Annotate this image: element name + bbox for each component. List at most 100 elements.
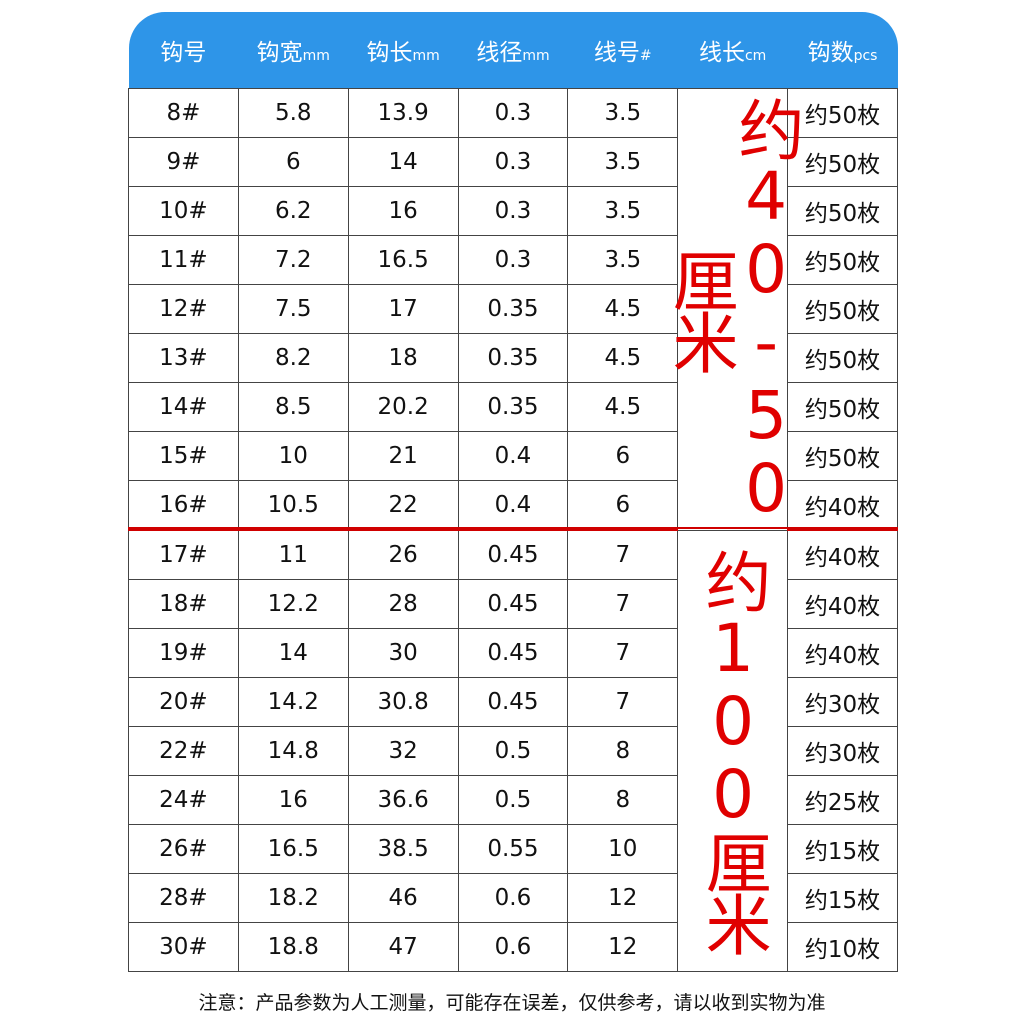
- line-diameter-cell: 0.45: [457, 579, 569, 629]
- table-header: 钩号 钩宽mm 钩长mm 线径mm 线号# 线长cm 钩数pcs: [128, 12, 898, 89]
- column-header: 钩数pcs: [787, 12, 898, 89]
- column-header-label: 钩宽: [256, 40, 303, 66]
- table-row: 15# 10 21 0.4 6 约50枚: [128, 431, 898, 481]
- line-number-cell: 4.5: [567, 333, 679, 383]
- hook-number-cell: 15#: [128, 431, 239, 481]
- hook-length-cell: 30.8: [347, 677, 459, 727]
- line-diameter-cell: 0.3: [457, 186, 569, 236]
- hook-length-cell: 47: [347, 922, 459, 972]
- table-row: 17# 11 26 0.45 7 约100厘米 约40枚: [128, 529, 898, 972]
- hook-length-cell: 18: [347, 333, 459, 383]
- table-row: 18# 12.2 28 0.45 7 约40枚: [128, 579, 898, 629]
- line-number-cell: 7: [567, 529, 679, 580]
- line-diameter-cell: 0.35: [457, 382, 569, 432]
- hook-width-cell: 14: [237, 628, 349, 678]
- line-diameter-cell: 0.55: [457, 824, 569, 874]
- hook-count-cell: 约40枚: [787, 628, 898, 678]
- hook-number-cell: 30#: [128, 922, 239, 972]
- hook-number-cell: 8#: [128, 88, 239, 138]
- hook-length-cell: 20.2: [347, 382, 459, 432]
- hook-width-cell: 10.5: [237, 480, 349, 531]
- line-diameter-cell: 0.6: [457, 873, 569, 923]
- hook-count-cell: 约15枚: [787, 824, 898, 874]
- hook-width-cell: 5.8: [237, 88, 349, 138]
- hook-number-cell: 12#: [128, 284, 239, 334]
- column-header-label: 钩长: [366, 40, 413, 66]
- column-header-unit: mm: [412, 48, 440, 64]
- column-header: 钩宽mm: [238, 12, 349, 89]
- spec-table-container: 钩号 钩宽mm 钩长mm 线径mm 线号# 线长cm 钩数pcs 8# 5.8 13.9 0.3 3…: [128, 12, 898, 972]
- line-number-cell: 8: [567, 775, 679, 825]
- line-diameter-cell: 0.35: [457, 333, 569, 383]
- disclaimer-note: 注意：产品参数为人工测量，可能存在误差，仅供参考，请以收到实物为准: [198, 992, 826, 1014]
- table-row: 26# 16.5 38.5 0.55 10 约15枚: [128, 824, 898, 874]
- hook-width-cell: 14.2: [237, 677, 349, 727]
- table-row: 16# 10.5 22 0.4 6 约40枚: [128, 480, 898, 531]
- line-diameter-cell: 0.45: [457, 677, 569, 727]
- column-header-unit: pcs: [853, 48, 878, 64]
- hook-width-cell: 8.5: [237, 382, 349, 432]
- line-number-cell: 4.5: [567, 382, 679, 432]
- table-row: 19# 14 30 0.45 7 约40枚: [128, 628, 898, 678]
- hook-number-cell: 17#: [128, 529, 239, 580]
- line-diameter-cell: 0.4: [457, 480, 569, 531]
- hook-count-cell: 约15枚: [787, 873, 898, 923]
- line-diameter-cell: 0.45: [457, 628, 569, 678]
- line-number-cell: 7: [567, 579, 679, 629]
- column-header: 线长cm: [677, 12, 788, 89]
- hook-number-cell: 20#: [128, 677, 239, 727]
- hook-width-cell: 6: [237, 137, 349, 187]
- hook-width-cell: 14.8: [237, 726, 349, 776]
- line-number-cell: 6: [567, 431, 679, 481]
- line-diameter-cell: 0.35: [457, 284, 569, 334]
- hook-length-cell: 16: [347, 186, 459, 236]
- table-row: 28# 18.2 46 0.6 12 约15枚: [128, 873, 898, 923]
- column-header: 线号#: [567, 12, 678, 89]
- column-header: 线径mm: [458, 12, 568, 89]
- column-header-label: 线号: [593, 40, 640, 66]
- hook-number-cell: 11#: [128, 235, 239, 285]
- hook-width-cell: 11: [237, 529, 349, 580]
- hook-number-cell: 19#: [128, 628, 239, 678]
- hook-number-cell: 10#: [128, 186, 239, 236]
- column-header-label: 线长: [698, 40, 745, 66]
- table-row: 22# 14.8 32 0.5 8 约30枚: [128, 726, 898, 776]
- hook-length-cell: 28: [347, 579, 459, 629]
- hook-length-cell: 21: [347, 431, 459, 481]
- table-row: 30# 18.8 47 0.6 12 约10枚: [128, 922, 898, 972]
- column-header-unit: mm: [302, 48, 330, 64]
- hook-number-cell: 14#: [128, 382, 239, 432]
- hook-number-cell: 13#: [128, 333, 239, 383]
- hook-count-cell: 约50枚: [787, 88, 898, 138]
- column-header-label: 钩号: [160, 40, 207, 66]
- hook-length-cell: 38.5: [347, 824, 459, 874]
- hook-width-cell: 12.2: [237, 579, 349, 629]
- hook-width-cell: 16: [237, 775, 349, 825]
- hook-width-cell: 10: [237, 431, 349, 481]
- table-body: 8# 5.8 13.9 0.3 3.5 约40-50厘米 约50枚 9# 6 14 0.3 3.5 约5…: [128, 88, 898, 972]
- hook-count-cell: 约25枚: [787, 775, 898, 825]
- column-header-unit: mm: [522, 48, 550, 64]
- line-number-cell: 3.5: [567, 88, 679, 138]
- column-header: 钩长mm: [348, 12, 459, 89]
- table-row: 14# 8.5 20.2 0.35 4.5 约50枚: [128, 382, 898, 432]
- hook-count-cell: 约50枚: [787, 382, 898, 432]
- line-diameter-cell: 0.45: [457, 529, 569, 580]
- hook-number-cell: 28#: [128, 873, 239, 923]
- hook-count-cell: 约30枚: [787, 726, 898, 776]
- hook-length-cell: 14: [347, 137, 459, 187]
- line-number-cell: 3.5: [567, 186, 679, 236]
- hook-length-cell: 32: [347, 726, 459, 776]
- line-number-cell: 3.5: [567, 235, 679, 285]
- column-header-unit: cm: [744, 48, 767, 64]
- table-row: 24# 16 36.6 0.5 8 约25枚: [128, 775, 898, 825]
- hook-spec-table: 钩号 钩宽mm 钩长mm 线径mm 线号# 线长cm 钩数pcs 8# 5.8 13.9 0.3 3…: [128, 12, 898, 972]
- hook-count-cell: 约50枚: [787, 431, 898, 481]
- line-diameter-cell: 0.5: [457, 775, 569, 825]
- hook-count-cell: 约40枚: [787, 529, 898, 580]
- hook-length-cell: 17: [347, 284, 459, 334]
- hook-length-cell: 30: [347, 628, 459, 678]
- hook-number-cell: 22#: [128, 726, 239, 776]
- hook-width-cell: 8.2: [237, 333, 349, 383]
- line-number-cell: 8: [567, 726, 679, 776]
